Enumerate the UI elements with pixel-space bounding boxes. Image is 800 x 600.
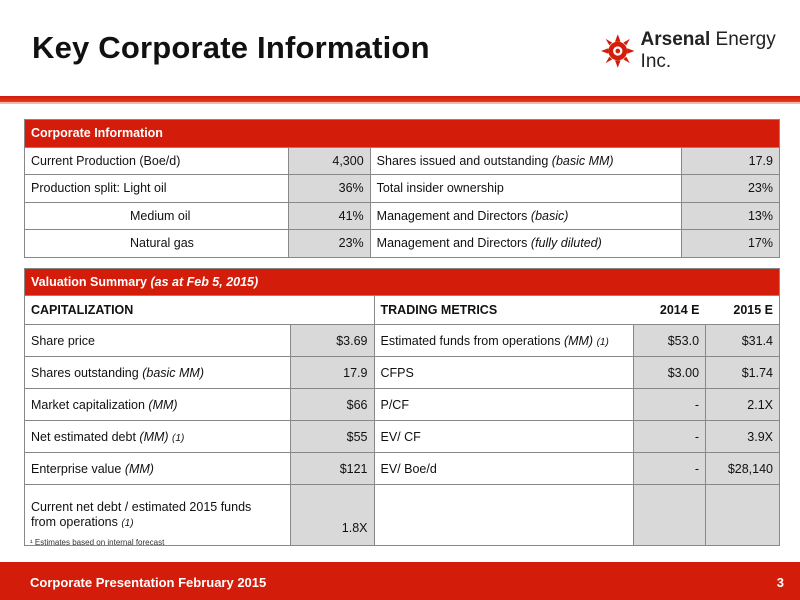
top-rule-shadow [0,102,800,104]
valuation-summary-table: Valuation Summary (as at Feb 5, 2015) CA… [24,268,780,546]
row-value: $3.69 [289,324,375,357]
table-row: Current Production (Boe/d) 4,300 Shares … [24,146,780,175]
footnote: ¹ Estimates based on internal forecast [30,538,165,547]
row-value: 17.9 [681,146,780,175]
table-row: Net estimated debt (MM) (1) $55 EV/ CF -… [24,420,780,453]
row-label: Management and Directors (basic) [369,201,683,230]
table-row: Market capitalization (MM) $66 P/CF - 2.… [24,388,780,421]
page-title: Key Corporate Information [32,30,430,65]
arsenal-logo-icon [601,34,635,68]
value-2015: $28,140 [705,452,780,485]
value-2014: $53.0 [633,324,707,357]
row-label: EV/ Boe/d [373,452,635,485]
row-label: Management and Directors (fully diluted) [369,229,683,258]
column-2014: 2014 E [633,295,706,325]
value-2015: $31.4 [705,324,780,357]
table-row: Natural gas 23% Management and Directors… [24,229,780,258]
table-row: Production split: Light oil 36% Total in… [24,174,780,203]
table-row: Shares outstanding (basic MM) 17.9 CFPS … [24,356,780,389]
empty-cell [373,484,635,546]
row-value: 17% [681,229,780,258]
row-value: 17.9 [289,356,375,389]
row-value: $121 [289,452,375,485]
row-value: 36% [287,174,371,203]
section-header-row: CAPITALIZATION TRADING METRICS 2014 E 20… [24,295,780,325]
row-label: Net estimated debt (MM) (1) [24,420,291,453]
valuation-summary-header: Valuation Summary (as at Feb 5, 2015) [24,268,780,296]
row-label: P/CF [373,388,635,421]
value-2014: - [633,452,707,485]
company-logo: Arsenal Energy Inc. [601,29,800,72]
table-row: Share price $3.69 Estimated funds from o… [24,324,780,357]
row-label: CFPS [373,356,635,389]
table-row: Medium oil 41% Management and Directors … [24,201,780,230]
row-label: Share price [24,324,291,357]
row-label: Estimated funds from operations (MM) (1) [373,324,635,357]
value-2015: $1.74 [705,356,780,389]
row-value: $66 [289,388,375,421]
row-value: 23% [287,229,371,258]
empty-value-2015 [705,484,780,546]
row-value: 23% [681,174,780,203]
value-2014: - [633,388,707,421]
row-value: 1.8X [289,484,375,546]
table-row: Current net debt / estimated 2015 funds f… [24,484,780,546]
trading-metrics-title: TRADING METRICS [373,295,634,325]
corporate-information-header: Corporate Information [24,119,780,148]
table-row: Enterprise value (MM) $121 EV/ Boe/d - $… [24,452,780,485]
row-value: $55 [289,420,375,453]
value-2014: - [633,420,707,453]
row-label: Current Production (Boe/d) [24,146,289,175]
logo-text: Arsenal Energy Inc. [640,29,776,72]
column-2015: 2015 E [705,295,780,325]
row-label: Market capitalization (MM) [24,388,291,421]
row-label: EV/ CF [373,420,635,453]
row-value: 41% [287,201,371,230]
value-2015: 2.1X [705,388,780,421]
row-value: 4,300 [287,146,371,175]
footer-text: Corporate Presentation February 2015 [30,575,267,590]
row-label: Natural gas [24,229,289,258]
row-label: Production split: Light oil [24,174,289,203]
row-label: Total insider ownership [369,174,683,203]
value-2014: $3.00 [633,356,707,389]
row-label: Enterprise value (MM) [24,452,291,485]
row-label: Medium oil [24,201,289,230]
top-rule [0,96,800,102]
footer-bar: Corporate Presentation February 2015 3 [0,562,800,600]
capitalization-title: CAPITALIZATION [24,295,375,325]
value-2015: 3.9X [705,420,780,453]
page-number: 3 [776,575,784,590]
row-label: Shares outstanding (basic MM) [24,356,291,389]
row-label: Current net debt / estimated 2015 funds f… [24,484,291,546]
corporate-information-table: Corporate Information Current Production… [24,119,780,258]
row-value: 13% [681,201,780,230]
empty-value-2014 [633,484,707,546]
row-label: Shares issued and outstanding (basic MM) [369,146,683,175]
